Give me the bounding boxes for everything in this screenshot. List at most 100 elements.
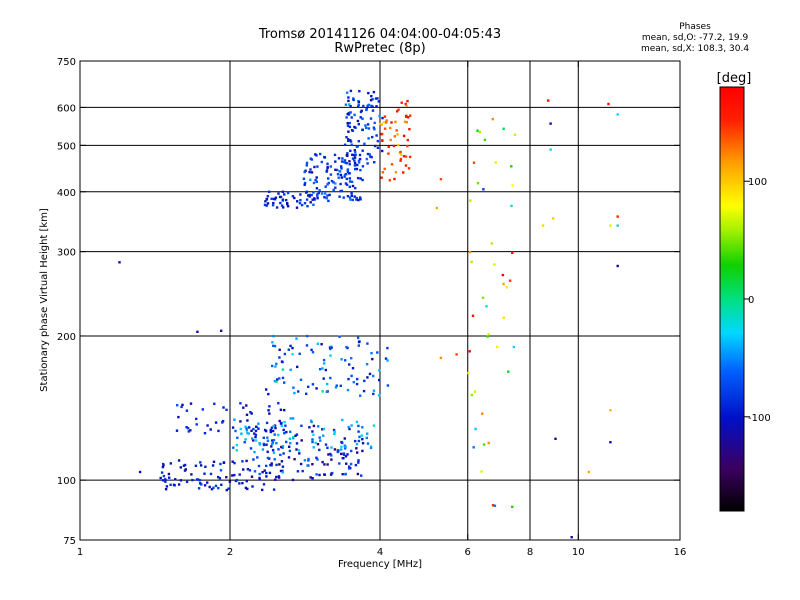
data-point (172, 483, 176, 486)
data-point (209, 472, 213, 476)
data-point (355, 420, 359, 424)
data-point (390, 121, 393, 124)
data-point (367, 91, 370, 95)
data-point (309, 157, 312, 160)
data-point (356, 451, 359, 454)
data-point (327, 453, 330, 456)
data-point (329, 354, 332, 357)
data-point (491, 117, 494, 121)
data-point (337, 157, 341, 160)
data-point (396, 133, 399, 136)
y-tick-label: 100 (57, 476, 76, 487)
data-point (408, 128, 411, 131)
data-point (253, 470, 257, 473)
data-point (332, 188, 335, 192)
data-point (348, 103, 351, 106)
data-point (299, 462, 303, 466)
data-point (353, 156, 357, 159)
data-point (341, 473, 344, 476)
data-point (220, 329, 223, 332)
data-point (329, 473, 333, 476)
data-point (378, 369, 381, 372)
data-point (321, 367, 324, 370)
data-point (177, 415, 180, 419)
data-point (365, 157, 369, 161)
data-point (169, 483, 172, 486)
data-point (351, 367, 355, 370)
data-point (322, 434, 325, 437)
data-point (246, 468, 250, 471)
data-point (350, 424, 353, 427)
y-tick-label: 600 (57, 103, 76, 114)
data-point (357, 439, 361, 443)
data-point (272, 201, 275, 205)
data-point (406, 138, 409, 142)
data-point (277, 402, 280, 405)
data-point (349, 105, 352, 108)
data-point (551, 217, 555, 220)
data-point (377, 100, 380, 103)
data-point (371, 135, 374, 139)
data-point (332, 181, 335, 184)
data-point (206, 424, 209, 427)
data-point (377, 394, 381, 397)
data-point (404, 102, 407, 106)
data-point (272, 344, 275, 347)
data-point (348, 196, 352, 199)
data-point (190, 473, 193, 476)
data-point (357, 159, 361, 162)
y-axis-title: Stationary phase Virtual Height [km] (39, 208, 50, 392)
data-point (217, 475, 220, 479)
data-point (265, 471, 268, 475)
data-point (288, 449, 292, 453)
data-point (358, 153, 362, 157)
data-point (344, 455, 348, 458)
data-point (326, 382, 329, 386)
data-point (351, 129, 355, 132)
data-point (265, 464, 268, 468)
data-point (348, 465, 351, 468)
data-point (298, 452, 301, 455)
data-point (305, 198, 309, 201)
y-tick-label: 750 (57, 57, 76, 68)
data-point (340, 176, 343, 179)
data-point (233, 418, 236, 421)
data-point (347, 139, 350, 142)
data-point (118, 261, 121, 264)
data-point (340, 448, 343, 451)
data-point (355, 167, 359, 171)
data-point (372, 126, 376, 129)
colorbar-tick-label: 100 (748, 177, 767, 188)
data-point (337, 176, 340, 179)
data-point (303, 183, 306, 186)
data-point (399, 157, 403, 161)
data-point (306, 464, 309, 467)
data-point (607, 102, 610, 106)
data-point (246, 487, 249, 491)
data-point (318, 473, 321, 477)
data-point (347, 377, 350, 381)
data-point (248, 469, 252, 472)
data-point (351, 184, 355, 188)
data-point (275, 362, 278, 366)
data-point (312, 433, 315, 436)
data-point (309, 201, 312, 204)
data-point (376, 139, 379, 143)
data-point (361, 149, 364, 152)
data-point (268, 412, 271, 415)
data-point (340, 167, 343, 170)
data-point (164, 478, 167, 481)
data-point (378, 114, 381, 118)
data-point (350, 357, 353, 360)
data-point (616, 264, 619, 268)
data-point (314, 178, 317, 182)
data-point (390, 163, 394, 166)
data-point (214, 484, 218, 488)
data-point (196, 330, 199, 333)
data-point (345, 462, 348, 465)
data-point (270, 442, 274, 446)
data-point (439, 178, 443, 181)
data-point (311, 477, 314, 480)
data-point (244, 486, 248, 490)
data-point (254, 439, 258, 442)
